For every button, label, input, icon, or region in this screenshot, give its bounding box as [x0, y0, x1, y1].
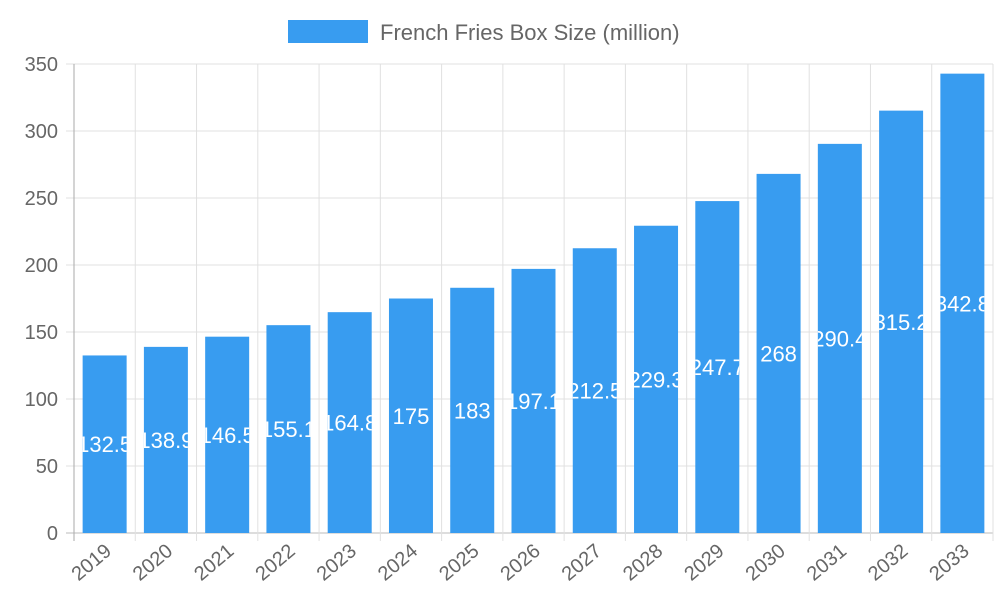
data-label: 268 — [760, 341, 797, 366]
y-tick-label: 350 — [25, 54, 58, 76]
data-label: 290.4 — [812, 326, 867, 351]
data-label: 155.1 — [261, 417, 316, 442]
y-tick-label: 0 — [47, 523, 58, 545]
x-tick-label: 2026 — [496, 540, 544, 585]
bar — [266, 325, 311, 533]
data-label: 175 — [393, 404, 430, 429]
x-tick-label: 2021 — [190, 540, 238, 585]
data-label: 315.2 — [874, 310, 929, 335]
x-tick-label: 2022 — [251, 540, 299, 585]
y-tick-label: 150 — [25, 322, 58, 344]
bar — [572, 248, 617, 533]
bar — [143, 346, 188, 533]
data-label: 183 — [454, 398, 491, 423]
data-label: 197.1 — [506, 389, 561, 414]
x-tick-label: 2033 — [925, 540, 973, 585]
legend[interactable]: French Fries Box Size (million) — [288, 20, 680, 45]
y-tick-label: 100 — [25, 389, 58, 411]
x-tick-label: 2027 — [558, 540, 606, 585]
x-tick-label: 2028 — [619, 540, 667, 585]
y-tick-label: 250 — [25, 188, 58, 210]
bar — [940, 73, 985, 533]
bar — [634, 225, 679, 533]
bar — [756, 173, 801, 533]
bar — [695, 201, 740, 533]
data-label: 342.8 — [935, 291, 990, 316]
data-label: 132.5 — [77, 432, 132, 457]
x-tick-label: 2031 — [803, 540, 851, 585]
bar — [511, 268, 556, 533]
data-label: 146.5 — [200, 423, 255, 448]
x-tick-label: 2024 — [374, 540, 422, 585]
data-label: 229.3 — [629, 367, 684, 392]
bar — [817, 143, 862, 533]
bar — [205, 336, 250, 533]
x-tick-label: 2023 — [313, 540, 361, 585]
x-tick-label: 2025 — [435, 540, 483, 585]
bar — [388, 298, 433, 533]
data-label: 164.8 — [322, 411, 377, 436]
bar — [879, 110, 924, 533]
y-tick-label: 200 — [25, 255, 58, 277]
data-label: 247.7 — [690, 355, 745, 380]
legend-label: French Fries Box Size (million) — [380, 20, 680, 45]
y-tick-label: 50 — [36, 456, 58, 478]
legend-swatch — [288, 20, 368, 43]
x-tick-label: 2032 — [864, 540, 912, 585]
data-label: 138.9 — [138, 428, 193, 453]
bar — [327, 312, 372, 533]
data-label: 212.5 — [567, 379, 622, 404]
x-tick-label: 2019 — [68, 540, 116, 585]
x-tick-label: 2030 — [742, 540, 790, 585]
x-tick-label: 2020 — [129, 540, 177, 585]
bar — [450, 287, 495, 533]
bar — [82, 355, 127, 533]
y-tick-label: 300 — [25, 121, 58, 143]
x-tick-label: 2029 — [680, 540, 728, 585]
